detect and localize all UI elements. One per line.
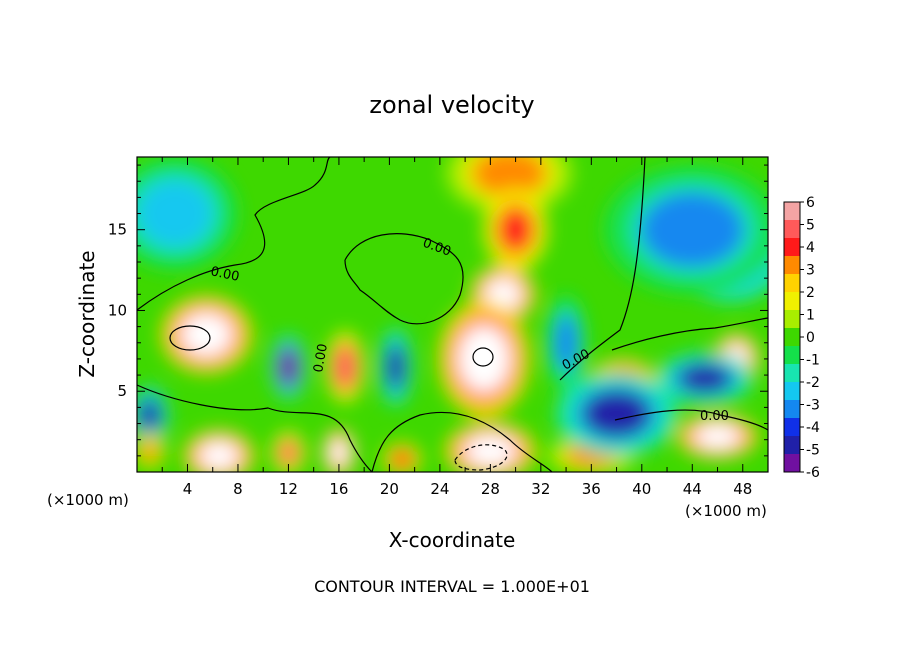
zero-contours	[137, 157, 768, 472]
colorbar-segment	[784, 436, 800, 455]
colorbar-label: -6	[806, 465, 820, 481]
colorbar-label: 6	[806, 195, 815, 211]
colorbar-segment	[784, 364, 800, 383]
heatmap-blob	[329, 438, 349, 467]
contour-line-bottom	[137, 384, 373, 472]
x-tick-label: 24	[430, 480, 449, 498]
heatmap-blob	[138, 398, 161, 433]
colorbar-label: 1	[806, 308, 815, 324]
contour-line-column	[371, 411, 553, 472]
heatmap-blob	[198, 440, 240, 472]
x-tick-label: 12	[279, 480, 298, 498]
x-tick-label: 44	[683, 480, 702, 498]
y-tick-label: 15	[108, 221, 127, 239]
contour-line-right	[559, 157, 646, 381]
contour-line-mid	[344, 233, 464, 325]
x-tick-label: 48	[733, 480, 752, 498]
contour-line-right-lower	[611, 317, 768, 351]
contour-loop-center	[472, 347, 494, 367]
colorbar-segment	[784, 220, 800, 239]
heatmap-blob	[554, 314, 578, 372]
colorbar-segment	[784, 346, 800, 365]
x-tick-label: 20	[380, 480, 399, 498]
heatmap-blob	[386, 344, 406, 390]
y-tick-label: 10	[108, 301, 127, 319]
heatmap-blob	[472, 157, 547, 197]
colorbar-label: 5	[806, 218, 815, 234]
heatmap-blob	[497, 205, 535, 254]
colorbar-segment	[784, 328, 800, 347]
contour-loop-left	[169, 325, 211, 351]
contour-label: 0.00	[311, 343, 331, 374]
colorbar-label: 4	[806, 240, 815, 256]
heatmap-blob	[640, 191, 745, 268]
x-unit-left: (×1000 m)	[47, 491, 129, 509]
x-tick-label: 36	[582, 480, 601, 498]
colorbar-label: -2	[806, 375, 820, 391]
chart-title: zonal velocity	[369, 91, 534, 119]
heatmap-field	[137, 157, 768, 472]
heatmap-blob	[179, 311, 234, 358]
heatmap-blob	[463, 433, 518, 469]
plot-frame	[136, 156, 769, 473]
colorbar-segment	[784, 310, 800, 329]
contour-label: 0.00	[209, 264, 240, 285]
heatmap-blob	[580, 389, 653, 439]
heatmap-blob	[334, 346, 357, 388]
colorbar-label: -3	[806, 398, 820, 414]
colorbar-segment	[784, 418, 800, 437]
colorbar-segment	[784, 256, 800, 275]
x-tick-label: 8	[233, 480, 243, 498]
colorbar-segment	[784, 274, 800, 293]
contour-line-lower-right	[614, 409, 768, 431]
colorbar: 6 5 4 3 2 1 0 -1 -2 -3 -4 -5 -6	[783, 195, 820, 481]
colorbar-segment	[784, 202, 800, 221]
heatmap-blob	[278, 440, 299, 465]
contour-interval-note: CONTOUR INTERVAL = 1.000E+01	[314, 577, 590, 596]
contour-label: 0.00	[700, 409, 729, 424]
colorbar-segment	[784, 238, 800, 257]
colorbar-label: 3	[806, 263, 815, 279]
colorbar-segment	[784, 382, 800, 401]
heatmap-blob	[390, 449, 414, 469]
heatmap-blob	[137, 180, 212, 247]
colorbar-label: -5	[806, 443, 820, 459]
colorbar-segment	[784, 454, 800, 473]
x-unit-right: (×1000 m)	[685, 502, 767, 520]
x-tick-label: 4	[183, 480, 193, 498]
heatmap-blob	[457, 324, 511, 394]
y-axis-label: Z-coordinate	[75, 250, 99, 377]
heatmap-blob	[693, 423, 742, 450]
colorbar-label: 2	[806, 285, 815, 301]
contour-line-upper	[137, 157, 331, 311]
x-tick-label: 28	[481, 480, 500, 498]
heatmap-blob	[676, 363, 734, 394]
heatmap-blob	[140, 440, 159, 462]
x-tick-label: 40	[632, 480, 651, 498]
x-tick-label: 16	[329, 480, 348, 498]
y-tick-label: 5	[117, 382, 127, 400]
colorbar-label: 0	[806, 330, 815, 346]
heatmap-blob	[278, 348, 299, 386]
colorbar-label: -4	[806, 420, 820, 436]
colorbar-segment	[784, 400, 800, 419]
x-axis-label: X-coordinate	[389, 528, 516, 552]
y-axis: 5 10 15	[108, 164, 768, 457]
colorbar-label: -1	[806, 353, 820, 369]
x-axis: 4 8 12 16 20 24 28 32 36 40 44 48	[161, 157, 769, 498]
x-tick-label: 32	[531, 480, 550, 498]
colorbar-segment	[784, 292, 800, 311]
